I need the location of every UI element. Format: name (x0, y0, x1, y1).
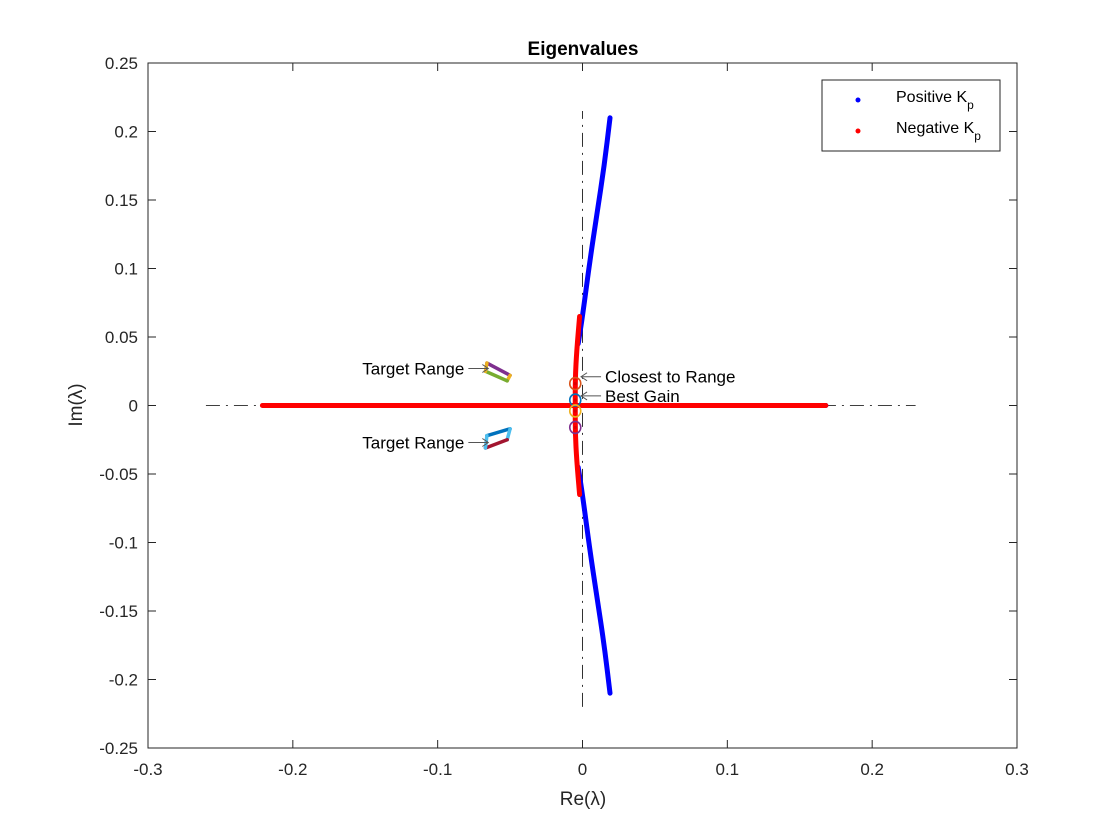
axes: -0.3 -0.2 -0.1 0 0.1 0.2 0.3 -0.25 -0.2 -0.15 -0.1… (99, 54, 1029, 779)
y-axis-label: Im(λ) (66, 383, 87, 426)
legend-label: Positive Kp (896, 89, 974, 112)
x-tick-label: 0 (578, 760, 587, 779)
y-tick-label: 0.05 (105, 328, 138, 347)
x-tick-label: 0.1 (716, 760, 740, 779)
annotations: Target Range Target Range Closest to Range… (362, 360, 735, 453)
y-tick-label: 0.2 (114, 123, 138, 142)
eigenvalue-marker (568, 420, 582, 435)
target-range-edge (483, 438, 509, 450)
series-segment (575, 115, 613, 347)
x-tick-label: -0.3 (133, 760, 162, 779)
y-tick-label: 0.15 (105, 191, 138, 210)
target-range-edge (485, 361, 512, 378)
annotation-label: Target Range (362, 360, 464, 379)
markers (568, 376, 582, 435)
eigenvalue-marker (568, 393, 582, 407)
target-range-box (483, 427, 512, 450)
series-negative-kp (259, 313, 829, 498)
target-range-edge (483, 433, 489, 450)
x-tick-label: -0.1 (423, 760, 452, 779)
annotation: Closest to Range (580, 368, 735, 387)
series-segment (572, 313, 583, 498)
y-tick-label: -0.25 (99, 739, 138, 758)
annotation-label: Closest to Range (605, 368, 735, 387)
target-ranges (483, 361, 512, 450)
chart-title: Eigenvalues (528, 39, 639, 60)
x-tick-label: -0.2 (278, 760, 307, 779)
legend-box (821, 79, 1001, 152)
x-axis-label: Re(λ) (560, 789, 606, 810)
y-tick-label: -0.15 (99, 602, 138, 621)
y-tick-label: 0 (129, 397, 138, 416)
target-range-edge (485, 427, 512, 438)
legend: Positive Kp Negative Kp (821, 79, 1001, 152)
data-series (259, 115, 829, 696)
eigenvalue-marker (568, 376, 582, 391)
y-tick-label: -0.2 (109, 671, 138, 690)
legend-entry: Negative Kp (855, 120, 981, 143)
legend-label: Negative Kp (896, 120, 981, 143)
annotation-label: Target Range (362, 433, 464, 452)
annotation-label: Best Gain (605, 387, 680, 406)
annotation: Target Range (362, 360, 490, 379)
annotation: Best Gain (580, 387, 680, 406)
eigenvalue-marker (568, 404, 582, 418)
legend-marker (855, 97, 861, 103)
y-tick-label: -0.1 (109, 534, 138, 553)
target-range-edge (483, 369, 509, 383)
y-tick-label: -0.05 (99, 465, 138, 484)
y-tick-label: 0.1 (114, 260, 138, 279)
target-range-edge (505, 427, 512, 442)
legend-entry: Positive Kp (855, 89, 974, 112)
annotation: Target Range (362, 433, 490, 452)
legend-marker (855, 128, 861, 134)
x-tick-label: 0.2 (860, 760, 884, 779)
y-tick-label: 0.25 (105, 54, 138, 73)
x-tick-label: 0.3 (1005, 760, 1029, 779)
